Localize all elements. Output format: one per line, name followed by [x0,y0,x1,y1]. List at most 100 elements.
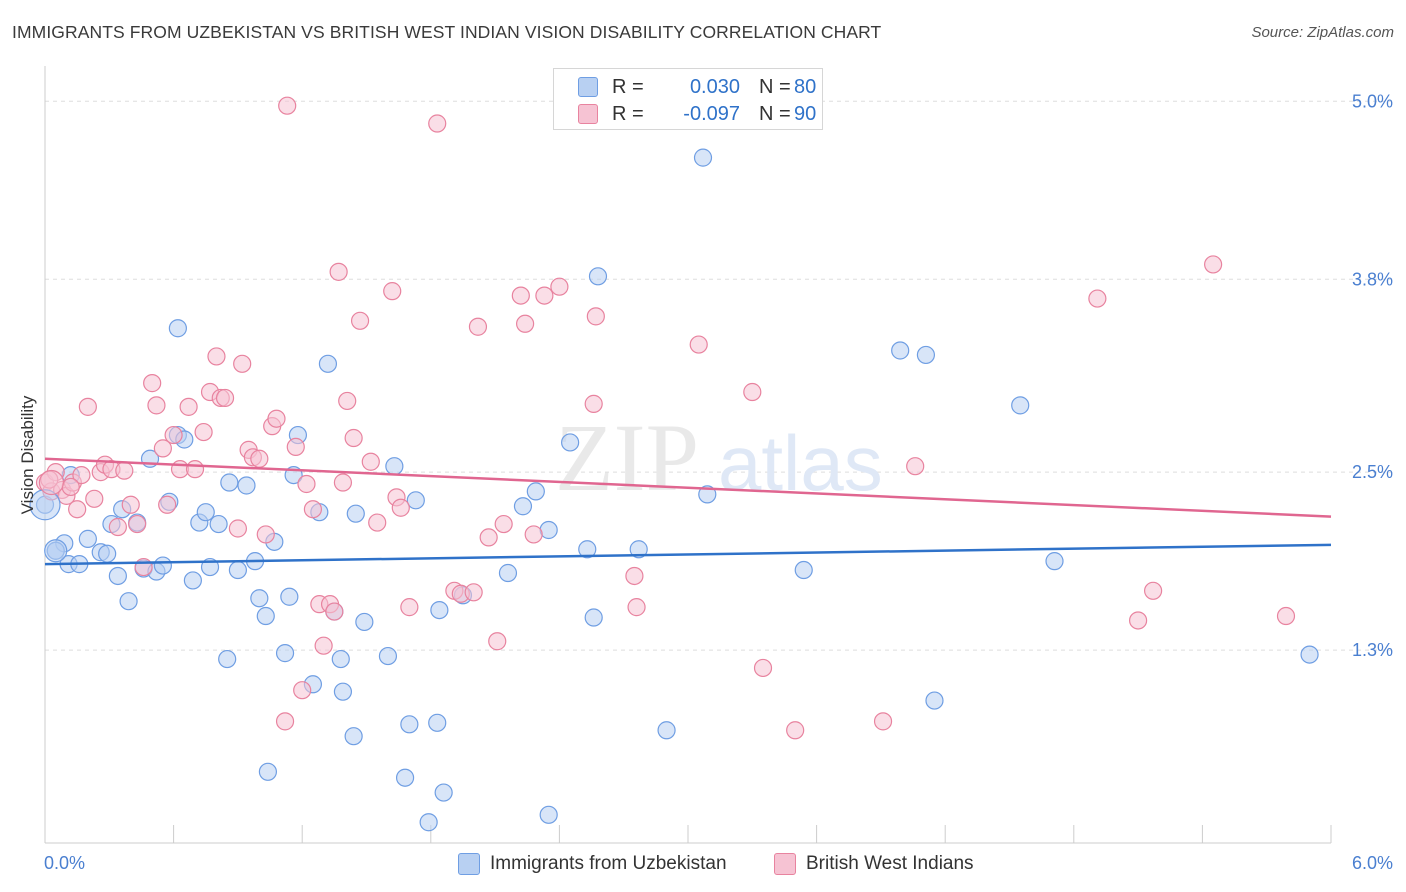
data-points [29,96,1319,832]
legend-n-value: 90 [794,103,817,125]
data-point [346,504,365,523]
data-point [128,514,147,534]
data-point [119,592,138,611]
legend-r-label: R = [612,103,644,125]
data-point [108,517,127,537]
data-point [1144,581,1163,600]
data-point [693,148,713,167]
data-point [873,712,893,731]
data-point [237,476,256,495]
data-point [794,560,813,580]
data-point [689,335,708,354]
data-point [494,514,513,534]
data-point [185,460,205,479]
data-point [207,347,226,366]
data-point [258,762,278,781]
data-point [350,311,370,330]
data-point [586,307,605,326]
data-point [539,805,558,824]
data-point [183,571,202,590]
data-point [179,397,198,416]
y-axis-label: Vision Disability [18,395,37,515]
tick-labels: 5.0% 3.8% 2.5% 1.3% 0.0% 6.0% [44,91,1393,873]
data-point [891,341,910,360]
data-point [419,813,438,832]
data-point [368,513,387,532]
data-point [215,388,235,408]
data-point [338,391,357,411]
data-point [72,465,91,485]
data-point-large [38,469,65,496]
data-point [1300,645,1319,664]
data-point [526,482,545,501]
data-point [434,783,453,802]
data-point [561,433,580,452]
data-point [464,583,483,602]
y-tick-label: 3.8% [1352,269,1393,289]
data-point [916,345,936,365]
data-point [331,649,350,669]
data-point [513,497,533,516]
data-point [1128,611,1148,630]
data-point [233,354,252,373]
data-point [584,394,603,413]
legend-swatch-blue [578,77,598,97]
data-point [511,286,530,305]
trend-line-british-west-indians [44,457,1332,518]
data-point [625,566,644,586]
data-point [78,529,97,548]
data-point [1011,396,1030,415]
data-point [318,354,338,373]
data-point [906,457,925,476]
data-point [325,602,344,621]
data-point [925,691,944,710]
trend-lines [44,457,1332,566]
correlation-legend: R = 0.030 N = 80 R = -0.097 N = 90 [553,68,823,130]
axes [44,66,1332,844]
data-point [250,449,269,468]
data-point [293,681,312,700]
legend-r-value: 0.030 [689,76,740,98]
legend-n-label: N = [759,103,791,125]
data-point [743,382,762,402]
data-point [627,598,646,617]
data-point [278,96,297,115]
data-point [516,314,535,333]
data-point [333,682,353,701]
legend-n-label: N = [759,76,791,98]
x-tick-label: 6.0% [1352,853,1393,873]
data-point [479,528,498,547]
data-point [85,489,104,508]
data-point [143,374,162,393]
data-point [108,566,127,586]
y-tick-label: 1.3% [1352,640,1393,660]
data-point [578,540,597,559]
data-point [333,473,353,492]
data-point [78,397,97,416]
data-point [329,262,348,281]
data-point [256,606,275,626]
data-point [400,598,419,617]
data-point [344,727,363,746]
data-point [428,713,447,732]
data-point [153,439,172,458]
data-point [303,500,323,519]
data-point [539,520,558,540]
data-point [361,452,380,471]
data-point [391,498,410,517]
data-point [584,608,603,627]
bottom-legend-label: British West Indians [806,853,974,874]
data-point [535,286,554,305]
data-point [280,587,299,606]
data-point [228,560,247,580]
data-point [378,646,398,666]
gridlines [45,100,1392,651]
legend-r-value: -0.097 [683,103,740,125]
data-point [786,721,805,740]
data-point [406,491,425,510]
data-point [344,428,363,448]
data-point [286,437,305,457]
data-point [275,644,295,663]
data-point [383,282,402,301]
data-point [753,658,773,678]
